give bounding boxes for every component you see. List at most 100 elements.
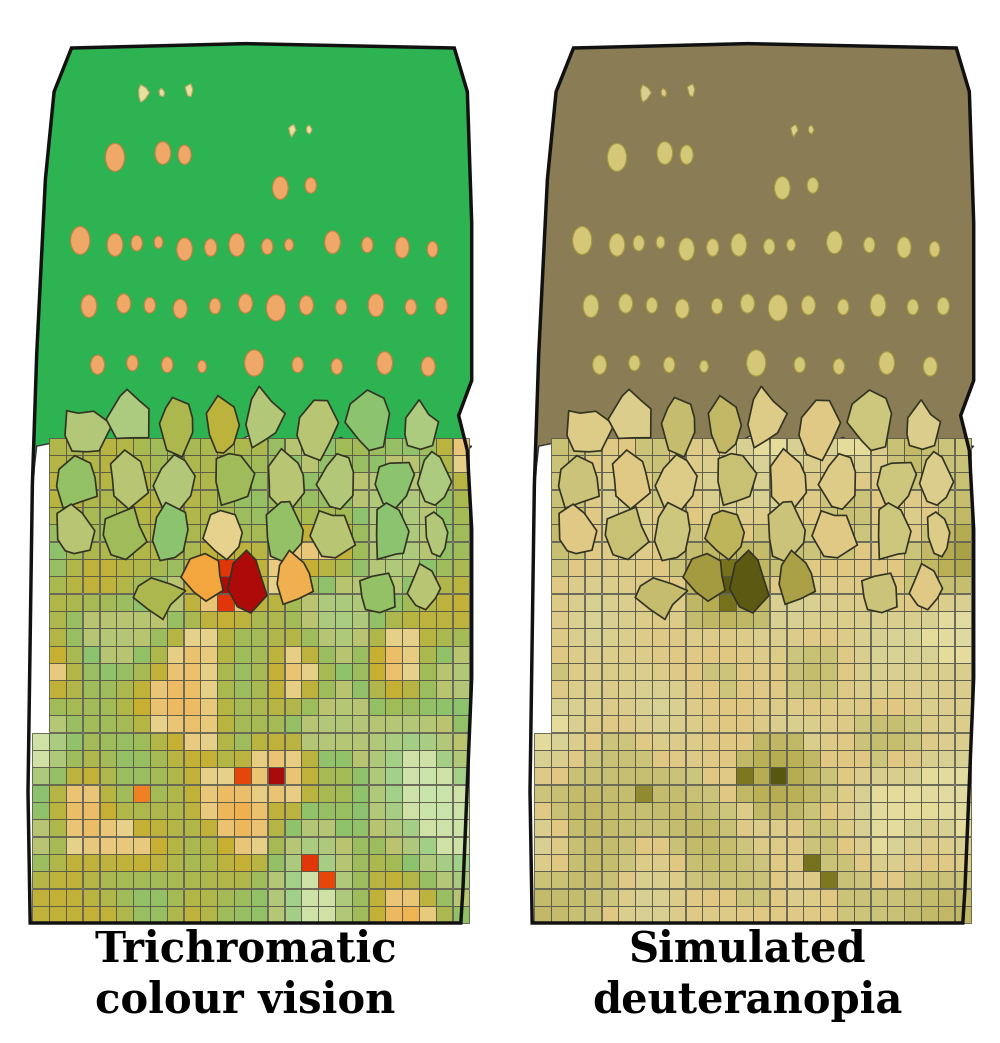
- Bar: [369, 541, 385, 559]
- Bar: [770, 438, 786, 455]
- Bar: [318, 750, 335, 767]
- Bar: [635, 455, 652, 472]
- Bar: [652, 906, 669, 923]
- Bar: [268, 906, 284, 923]
- Bar: [568, 889, 584, 905]
- Bar: [568, 906, 584, 923]
- Bar: [150, 906, 167, 923]
- Bar: [100, 663, 116, 680]
- Bar: [719, 715, 736, 732]
- Bar: [268, 768, 284, 784]
- Bar: [955, 784, 971, 802]
- Bar: [871, 577, 887, 593]
- Polygon shape: [57, 456, 97, 508]
- Bar: [551, 507, 568, 524]
- Bar: [837, 541, 854, 559]
- Bar: [385, 611, 402, 628]
- Bar: [921, 802, 938, 819]
- Bar: [318, 871, 335, 889]
- Bar: [453, 768, 469, 784]
- Bar: [83, 559, 99, 576]
- Bar: [268, 438, 284, 455]
- Ellipse shape: [362, 237, 373, 252]
- Bar: [955, 680, 971, 698]
- Bar: [200, 455, 217, 472]
- Bar: [854, 490, 870, 507]
- Bar: [167, 438, 183, 455]
- Bar: [268, 836, 284, 853]
- Bar: [217, 629, 234, 646]
- Bar: [150, 802, 167, 819]
- Bar: [887, 646, 904, 663]
- Bar: [887, 819, 904, 836]
- Bar: [887, 629, 904, 646]
- Bar: [551, 663, 568, 680]
- Bar: [635, 906, 652, 923]
- Bar: [335, 750, 352, 767]
- Polygon shape: [655, 455, 697, 512]
- Ellipse shape: [707, 239, 719, 257]
- Bar: [787, 490, 803, 507]
- Bar: [854, 819, 870, 836]
- Bar: [770, 871, 786, 889]
- Ellipse shape: [435, 297, 447, 315]
- Bar: [568, 559, 584, 576]
- Bar: [904, 663, 921, 680]
- Bar: [234, 629, 251, 646]
- Bar: [217, 854, 234, 871]
- Bar: [736, 472, 753, 489]
- Bar: [871, 784, 887, 802]
- Ellipse shape: [833, 359, 845, 374]
- Bar: [49, 525, 66, 541]
- Bar: [83, 577, 99, 593]
- Bar: [133, 507, 150, 524]
- Bar: [217, 836, 234, 853]
- Bar: [686, 819, 702, 836]
- Bar: [534, 750, 551, 767]
- Bar: [736, 698, 753, 714]
- Bar: [753, 593, 769, 611]
- Bar: [820, 750, 837, 767]
- Bar: [217, 802, 234, 819]
- Bar: [719, 490, 736, 507]
- Bar: [453, 854, 469, 871]
- Bar: [702, 507, 719, 524]
- Bar: [352, 593, 368, 611]
- Bar: [32, 802, 49, 819]
- Bar: [217, 611, 234, 628]
- Bar: [385, 889, 402, 905]
- Bar: [100, 889, 116, 905]
- Bar: [652, 663, 669, 680]
- Bar: [49, 507, 66, 524]
- Bar: [585, 854, 601, 871]
- Bar: [318, 854, 335, 871]
- Ellipse shape: [71, 226, 90, 254]
- Bar: [352, 455, 368, 472]
- Bar: [904, 854, 921, 871]
- Bar: [887, 663, 904, 680]
- Bar: [551, 836, 568, 853]
- Bar: [719, 507, 736, 524]
- Bar: [32, 768, 49, 784]
- Bar: [318, 611, 335, 628]
- Polygon shape: [818, 454, 855, 509]
- Bar: [955, 889, 971, 905]
- Bar: [618, 784, 635, 802]
- Bar: [251, 750, 267, 767]
- Bar: [686, 680, 702, 698]
- Bar: [369, 663, 385, 680]
- Bar: [820, 889, 837, 905]
- Bar: [686, 577, 702, 593]
- Bar: [167, 732, 183, 750]
- Bar: [568, 819, 584, 836]
- Bar: [652, 680, 669, 698]
- Bar: [820, 732, 837, 750]
- Ellipse shape: [675, 299, 689, 318]
- Bar: [184, 698, 200, 714]
- Bar: [150, 629, 167, 646]
- Bar: [787, 750, 803, 767]
- Bar: [787, 680, 803, 698]
- Bar: [419, 715, 436, 732]
- Polygon shape: [791, 125, 798, 138]
- Bar: [83, 732, 99, 750]
